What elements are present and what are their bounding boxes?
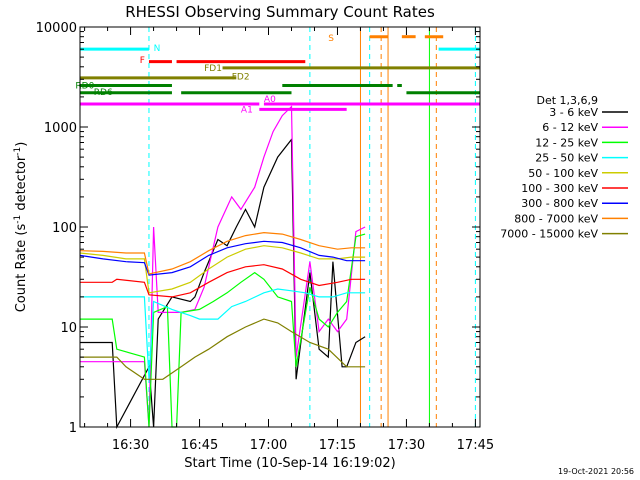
series-line [79, 231, 366, 275]
x-tick-label: 16:30 [112, 438, 149, 453]
x-tick-label: 17:15 [319, 438, 356, 453]
y-tick-label: 10000 [36, 21, 77, 36]
legend-entry: 100 - 300 keV [521, 182, 598, 195]
y-tick-label: 10 [60, 321, 77, 336]
series-line [79, 240, 366, 276]
flag-label-fd2: FD2 [232, 72, 250, 82]
legend-entry: 6 - 12 keV [542, 121, 598, 134]
series-line [79, 245, 366, 294]
series-line [80, 233, 366, 428]
legend-entry: 7000 - 15000 keV [500, 228, 598, 241]
y-tick-label: 1000 [44, 121, 77, 136]
legend-entry: 50 - 100 keV [528, 167, 598, 180]
flag-label-rd0: RD0 [75, 82, 94, 92]
chart-title: RHESSI Observing Summary Count Rates [125, 3, 435, 21]
series-line [80, 137, 366, 430]
series-line [80, 105, 366, 428]
flag-label-a0: A0 [264, 95, 276, 105]
series-line [80, 318, 366, 380]
flag-label-a1: A1 [241, 105, 253, 115]
flag-label-fd1: FD1 [204, 64, 222, 74]
x-tick-label: 16:45 [181, 438, 218, 453]
y-tick-label: 1 [69, 421, 77, 436]
legend-entry: 800 - 7000 keV [514, 212, 598, 225]
legend-entry: 300 - 800 keV [521, 197, 598, 210]
x-tick-label: 17:45 [457, 438, 494, 453]
x-tick-label: 17:30 [388, 438, 425, 453]
legend-entry: 3 - 6 keV [549, 106, 598, 119]
series-line [80, 264, 366, 298]
flag-label-s: S [328, 34, 334, 44]
flag-label-f: F [140, 56, 145, 66]
x-tick-label: 17:00 [250, 438, 287, 453]
legend-entry: 25 - 50 keV [535, 152, 598, 165]
y-tick-label: 100 [52, 221, 77, 236]
legend-entry: 12 - 25 keV [535, 136, 598, 149]
y-axis-label: Count Rate (s-1 detector-1) [13, 142, 29, 313]
legend-title: Det 1,3,6,9 [536, 94, 598, 107]
series-line [80, 288, 366, 380]
flag-label-rd6: RD6 [94, 88, 113, 98]
generated-timestamp: 19-Oct-2021 20:56 [558, 467, 634, 476]
flag-label-n: N [154, 44, 161, 54]
x-axis-label: Start Time (10-Sep-14 16:19:02) [184, 456, 395, 471]
